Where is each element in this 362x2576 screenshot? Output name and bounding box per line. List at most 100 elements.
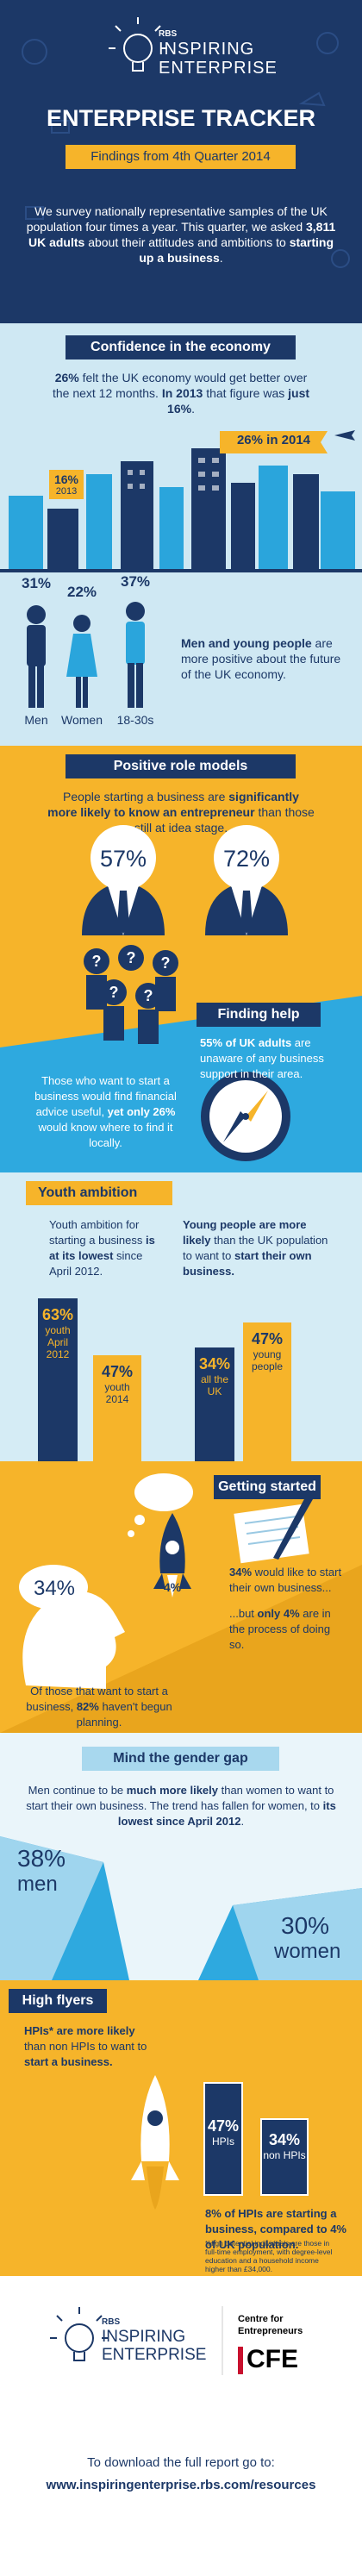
- suits: [82, 825, 288, 935]
- decor-path: [240, 891, 253, 934]
- group-label: Women: [61, 713, 103, 727]
- women-label: women: [274, 1940, 341, 1963]
- question-mark: ?: [92, 953, 102, 970]
- help-text: Those who want to start a business would…: [26, 1073, 185, 1151]
- decor-circle: [123, 34, 153, 63]
- footnote: *High potential individuals are those in…: [205, 2239, 333, 2273]
- text-run: Of those that want to start a business,: [26, 1685, 168, 1713]
- text-run: are more positive about the future of th…: [181, 636, 341, 681]
- logo-brand: RBS: [159, 29, 178, 39]
- role-model-value: 57%: [99, 846, 147, 872]
- decor-rect: [103, 1006, 124, 1041]
- text-run: yet only 26%: [107, 1105, 176, 1118]
- section-heading: Mind the gender gap: [82, 1747, 279, 1771]
- text-run: felt the UK economy would get better ove…: [52, 371, 308, 400]
- decor-circle: [147, 2110, 163, 2126]
- flyers-text: HPIs* are more likely than non HPIs to w…: [24, 2023, 153, 2070]
- logo-line: INSPIRING: [159, 40, 255, 59]
- text-run: Men continue to be: [28, 1784, 127, 1797]
- decor-path: [51, 120, 70, 134]
- text-run: than non HPIs to want to: [24, 2040, 147, 2053]
- confidence-text: 26% felt the UK economy would get better…: [52, 370, 310, 416]
- youth-text: Young people are more likely than the UK…: [183, 1217, 334, 1279]
- text-run: about their attitudes and ambitions to: [84, 235, 290, 249]
- decor-rect: [128, 663, 134, 708]
- logo-brand: RBS: [102, 2317, 121, 2327]
- decor-rect: [126, 622, 145, 665]
- text-run: haven't begun planning.: [76, 1700, 172, 1729]
- banner-2014: 26% in 2014: [236, 433, 311, 447]
- decor-path: [298, 91, 326, 107]
- badge-value: 16%: [53, 472, 79, 486]
- decor-g: ?????: [92, 949, 171, 1004]
- decor-circle: [22, 39, 47, 65]
- text-run: just 16%: [167, 386, 310, 416]
- decor-rect: [140, 470, 145, 475]
- text-run: starting up a business: [139, 235, 334, 265]
- decor-g: [47, 448, 319, 569]
- text-run: only 4%: [257, 1607, 300, 1620]
- text-run: 55% of UK adults: [200, 1036, 292, 1049]
- text-run: We survey nationally representative samp…: [26, 204, 328, 234]
- decor-circle: [73, 615, 90, 632]
- text-run: is at its lowest: [49, 1234, 155, 1262]
- question-mark: ?: [161, 954, 171, 972]
- skyline: [0, 430, 362, 708]
- question-mark: ?: [109, 984, 119, 1001]
- decor-rect: [234, 1504, 309, 1564]
- decor-circle: [101, 979, 127, 1005]
- help-text: 55% of UK adults are unaware of any busi…: [200, 1035, 346, 1082]
- bar-label: youth 2014: [104, 1381, 130, 1405]
- confidence-section: Confidence in the economy 26% felt the U…: [0, 323, 362, 746]
- role-models-section: Positive role models People starting a b…: [0, 746, 362, 935]
- text-run: start their own business.: [183, 1249, 312, 1278]
- text-run: than those still at idea stage.: [134, 805, 315, 835]
- gender-text: Men continue to be much more likely than…: [22, 1783, 340, 1829]
- decor-path: [167, 1575, 178, 1597]
- youth-bar: 47% youth 2014: [93, 1355, 141, 1461]
- decor-g: [117, 891, 253, 934]
- decor-path: [0, 1565, 362, 1733]
- download-url[interactable]: www.inspiringenterprise.rbs.com/resource…: [46, 2478, 316, 2492]
- decor-g: [22, 32, 350, 268]
- logo-line: INSPIRING: [102, 2328, 186, 2346]
- logo-line: ENTERPRISE: [159, 59, 278, 78]
- text-run: HPIs* are more likely: [24, 2024, 135, 2037]
- decor-circle: [153, 950, 178, 976]
- text-run: 82%: [76, 1700, 99, 1713]
- decor-rect: [138, 1010, 159, 1044]
- decor-circle: [84, 948, 109, 974]
- bubble-value: 34%: [33, 1577, 76, 1600]
- decor-rect: [155, 977, 176, 1011]
- decor-rect: [121, 461, 153, 569]
- hpi-bar: 47% HPIs: [203, 2082, 243, 2196]
- bar-value: 63%: [41, 1306, 74, 1323]
- group-label: 18-30s: [116, 713, 154, 727]
- decor-g: [27, 602, 145, 708]
- decor-circle: [118, 945, 144, 971]
- text-run: Those who want to start a business would…: [34, 1074, 177, 1118]
- decor-path: [246, 1091, 268, 1122]
- bar-value: 34%: [268, 2131, 301, 2148]
- decor-path: [147, 2166, 164, 2210]
- text-run: 3,811 UK adults: [28, 220, 336, 249]
- bar-label: all the UK: [200, 1373, 229, 1397]
- decor-line: [244, 1516, 297, 1524]
- role-models-text: People starting a business are significa…: [47, 789, 315, 835]
- decor-circle: [134, 1515, 145, 1525]
- text-run: .: [191, 402, 195, 416]
- decor-rect: [25, 206, 44, 220]
- men-label: men: [17, 1873, 58, 1896]
- decor-path: [117, 891, 129, 934]
- decor-g: [128, 458, 219, 491]
- gender-decor: [0, 1836, 362, 1980]
- decor-circle: [27, 605, 46, 624]
- decor-path: [73, 2352, 85, 2361]
- text-run: significantly more likely to know an ent…: [47, 790, 299, 819]
- decor-rect: [293, 474, 319, 569]
- decor-circle: [65, 2323, 94, 2353]
- logo-line: ENTERPRISE: [102, 2346, 207, 2364]
- decor-rect: [86, 474, 112, 569]
- flyers-decor: [131, 2075, 179, 2210]
